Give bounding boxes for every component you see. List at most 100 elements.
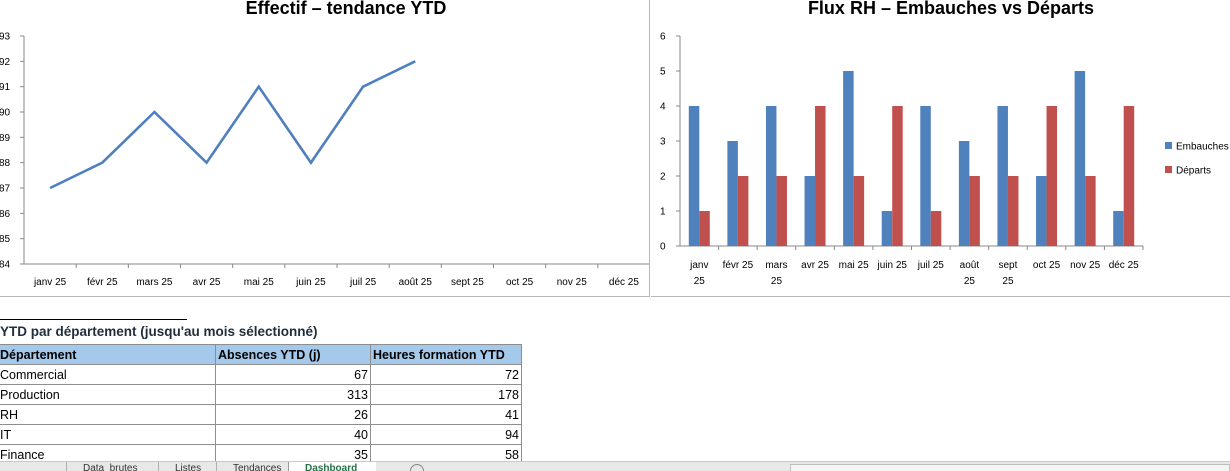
y-tick-label: 86 [0, 209, 11, 220]
cell-department[interactable]: RH [0, 404, 216, 425]
x-tick-label: oct 25 [506, 277, 534, 288]
y-tick-label: 84 [0, 260, 11, 271]
sheet-tab-listes[interactable]: Listes [158, 462, 216, 471]
y-tick-label: 89 [0, 133, 11, 144]
bar-embauches [727, 141, 738, 246]
x-tick-label: août [960, 260, 980, 271]
table-caption: YTD par département (jusqu'au mois sélec… [0, 324, 318, 339]
horizontal-scrollbar[interactable] [790, 464, 1230, 471]
series-line [49, 60, 416, 190]
headcount-line-chart-svg: Effectif – tendance YTD 84 85 86 87 88 89 90 91 9… [0, 0, 649, 288]
bar-départs [1007, 176, 1019, 246]
y-tick-label: 87 [0, 184, 11, 195]
sheet-tab-dashboard[interactable]: Dashboard [288, 462, 376, 471]
table-header-row: Département Absences YTD (j) Heures form… [0, 344, 522, 365]
legend-swatch-départs [1165, 166, 1172, 173]
hr-flow-bar-chart[interactable]: Flux RH – Embauches vs Départs 0 1 2 3 4 5 6 jan… [651, 0, 1230, 297]
bar-embauches [881, 211, 893, 246]
table-row: RH 26 41 [0, 404, 522, 425]
legend-label-embauches: Embauches [1176, 142, 1229, 153]
x-tick-label: juil 25 [917, 260, 945, 271]
cell-absences[interactable]: 40 [215, 424, 371, 445]
cell-training-hours[interactable]: 178 [370, 384, 522, 405]
bar-départs [969, 176, 980, 246]
header-absences[interactable]: Absences YTD (j) [215, 344, 371, 365]
y-tick-label: 0 [660, 242, 666, 253]
sheet-tab-tendances[interactable]: Tendances [216, 462, 288, 471]
x-tick-label: 25 [964, 276, 976, 287]
header-department[interactable]: Département [0, 344, 216, 365]
y-tick-label: 5 [660, 67, 666, 78]
hr-flow-bar-chart-svg: Flux RH – Embauches vs Départs 0 1 2 3 4 5 6 jan… [660, 0, 1229, 287]
x-tick-label: mars 25 [136, 277, 173, 288]
y-tick-label: 85 [0, 234, 11, 245]
y-tick-label: 93 [0, 32, 11, 43]
legend-swatch-embauches [1165, 142, 1172, 149]
x-tick-label: oct 25 [1033, 260, 1061, 271]
x-tick-label: août 25 [399, 277, 433, 288]
bar-embauches [765, 106, 777, 246]
cell-department[interactable]: Commercial [0, 364, 216, 385]
table-row: Commercial 67 72 [0, 364, 522, 385]
x-tick-label: janv [689, 260, 708, 271]
x-tick-label: mars [765, 260, 787, 271]
table-row: Production 313 178 [0, 384, 522, 405]
y-tick-label: 92 [0, 57, 11, 68]
cell-absences[interactable]: 26 [215, 404, 371, 425]
x-tick-label: juin 25 [295, 277, 326, 288]
bar-embauches [997, 106, 1008, 246]
x-tick-label: déc 25 [1109, 260, 1139, 271]
bar-départs [853, 176, 865, 246]
caption-underline [0, 319, 187, 320]
bar-départs [930, 211, 942, 246]
x-tick-label: nov 25 [557, 277, 587, 288]
x-tick-label: mai 25 [839, 260, 869, 271]
y-tick-label: 88 [0, 158, 11, 169]
add-sheet-icon[interactable] [410, 464, 424, 471]
cell-training-hours[interactable]: 72 [370, 364, 522, 385]
bar-embauches [1074, 71, 1086, 246]
header-training-hours[interactable]: Heures formation YTD [370, 344, 522, 365]
x-tick-label: mai 25 [244, 277, 274, 288]
y-tick-label: 4 [660, 102, 666, 113]
cell-absences[interactable]: 313 [215, 384, 371, 405]
cell-department[interactable]: Production [0, 384, 216, 405]
cell-absences[interactable]: 67 [215, 364, 371, 385]
x-tick-label: 25 [771, 276, 783, 287]
x-tick-label: déc 25 [609, 277, 639, 288]
x-tick-label: févr 25 [723, 260, 754, 271]
bar-embauches [958, 141, 970, 246]
bar-départs [1046, 106, 1058, 246]
bar-embauches [843, 71, 854, 246]
x-tick-label: nov 25 [1070, 260, 1100, 271]
y-tick-label: 6 [660, 32, 666, 43]
x-tick-label: avr 25 [193, 277, 221, 288]
chart-title: Effectif – tendance YTD [246, 0, 447, 18]
bar-départs [699, 211, 710, 246]
ytd-department-table: Département Absences YTD (j) Heures form… [0, 344, 522, 465]
x-tick-label: sept [999, 260, 1018, 271]
bar-embauches [804, 176, 816, 246]
bar-embauches [920, 106, 931, 246]
cell-training-hours[interactable]: 94 [370, 424, 522, 445]
cell-department[interactable]: IT [0, 424, 216, 445]
bar-départs [737, 176, 749, 246]
bar-départs [1085, 176, 1096, 246]
sheet-tab-bar: Data_brutes Listes Tendances Dashboard [0, 461, 1230, 471]
y-tick-label: 2 [660, 172, 666, 183]
cell-training-hours[interactable]: 41 [370, 404, 522, 425]
bar-départs [815, 106, 826, 246]
sheet-tab-data-brutes[interactable]: Data_brutes [66, 462, 158, 471]
x-tick-label: 25 [694, 276, 706, 287]
table-row: IT 40 94 [0, 424, 522, 445]
legend-label-départs: Départs [1176, 166, 1211, 177]
x-tick-label: avr 25 [801, 260, 829, 271]
bar-départs [776, 176, 787, 246]
headcount-line-chart[interactable]: Effectif – tendance YTD 84 85 86 87 88 89 90 91 9… [0, 0, 650, 297]
bar-départs [1123, 106, 1135, 246]
x-tick-label: févr 25 [87, 277, 118, 288]
x-tick-label: 25 [1002, 276, 1014, 287]
y-tick-label: 90 [0, 108, 11, 119]
x-tick-label: janv 25 [33, 277, 67, 288]
bar-embauches [1113, 211, 1124, 246]
